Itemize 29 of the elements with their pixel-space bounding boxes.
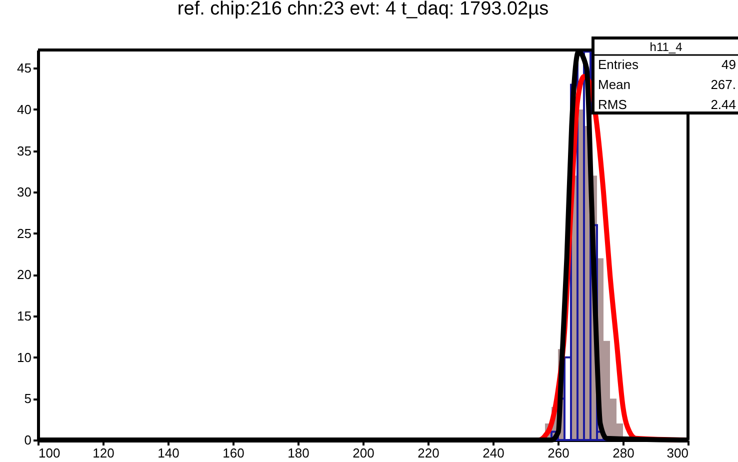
y-tick-label: 40: [17, 102, 32, 117]
x-tick-label: 220: [418, 446, 440, 460]
x-tick-label: 180: [288, 446, 310, 460]
y-tick-label: 5: [24, 391, 32, 406]
x-tick-label: 160: [222, 446, 244, 460]
x-tick-label: 280: [612, 446, 634, 460]
y-tick-label: 15: [17, 308, 32, 324]
text: 267.: [710, 77, 736, 92]
x-tick-label: 260: [548, 446, 570, 460]
x-tick-label: 240: [482, 446, 504, 460]
annotation: Mean: [598, 77, 631, 92]
annotation: Entries: [598, 57, 639, 72]
text: 2.44: [710, 97, 736, 112]
x-tick-label: 100: [38, 446, 60, 460]
y-tick-label: 10: [17, 350, 32, 365]
x-tick-label: 300: [666, 446, 688, 460]
x-tick-label: 200: [352, 446, 374, 460]
y-tick-label: 25: [17, 226, 32, 241]
x-tick-label: 140: [158, 446, 180, 460]
y-tick-label: 30: [17, 184, 32, 200]
y-tick-label: 20: [17, 267, 32, 282]
y-tick-label: 35: [17, 143, 32, 158]
chart-title: ref. chip:216 chn:23 evt: 4 t_daq: 1793.02µs: [177, 0, 549, 20]
annotation: RMS: [598, 97, 628, 112]
annotation: h11_4: [650, 40, 683, 54]
x-tick-label: 120: [92, 446, 114, 460]
y-tick-label: 0: [24, 432, 32, 448]
text: 49: [722, 57, 736, 72]
y-tick-label: 45: [17, 60, 32, 76]
